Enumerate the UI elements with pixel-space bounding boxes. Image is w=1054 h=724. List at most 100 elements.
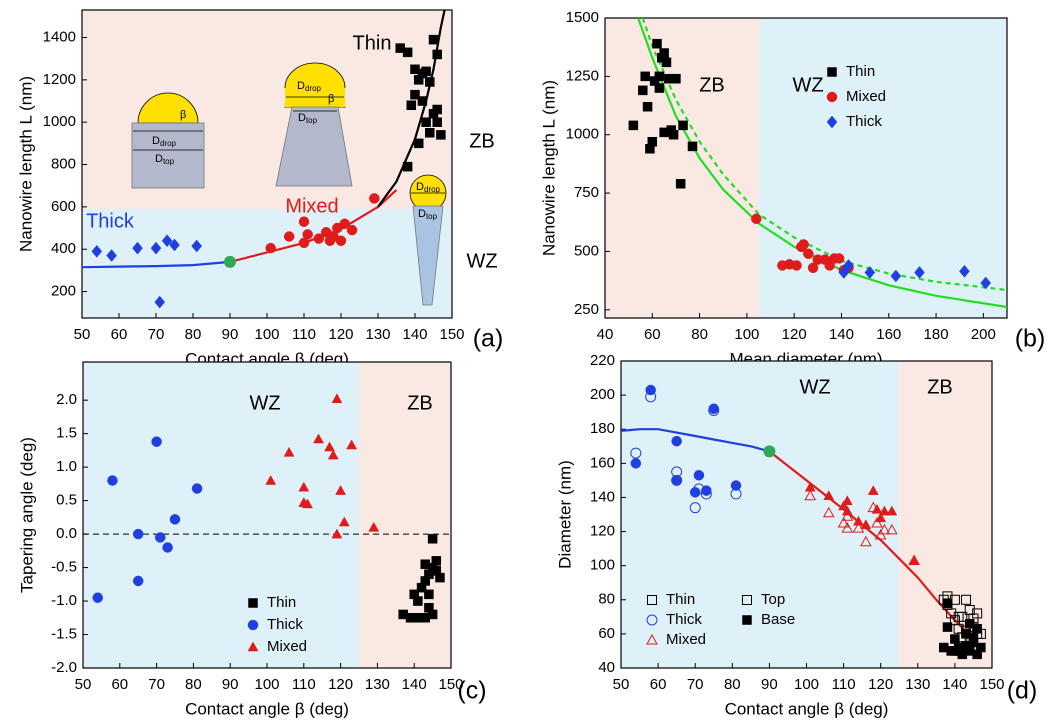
point xyxy=(642,101,653,112)
legend-marker xyxy=(826,115,838,129)
y-tick-label: 1.5 xyxy=(56,425,77,442)
point xyxy=(687,141,698,152)
point xyxy=(964,618,975,629)
droplet xyxy=(284,62,346,89)
annotation: WZ xyxy=(249,392,280,414)
legend-marker xyxy=(646,633,658,645)
legend-label: Thin xyxy=(666,591,695,608)
annotation: ZB xyxy=(927,376,953,398)
point xyxy=(833,253,845,264)
y-tick-label: 100 xyxy=(590,557,615,574)
y-tick-label: 80 xyxy=(598,591,615,608)
point xyxy=(807,262,819,274)
point xyxy=(346,439,358,450)
x-tick-label: 140 xyxy=(942,676,967,693)
legend-label: Base xyxy=(761,611,795,628)
x-tick-label: 70 xyxy=(148,676,165,693)
x-tick-label: 100 xyxy=(734,326,759,343)
point xyxy=(424,589,434,600)
legend-marker xyxy=(647,595,657,605)
point xyxy=(324,235,336,246)
point xyxy=(838,266,850,279)
point xyxy=(283,231,295,242)
point xyxy=(425,77,435,87)
panels: 50 60 70 80 90 100 110 120 130 140 150200400600800… xyxy=(16,9,1045,719)
y-tick-label: 250 xyxy=(574,301,599,318)
point xyxy=(841,522,854,533)
point xyxy=(431,556,442,566)
point xyxy=(335,235,347,246)
point xyxy=(298,237,310,249)
legend-label: Mixed xyxy=(666,631,706,648)
y-axis-label: Nanowire length L (nm) xyxy=(539,80,558,256)
point xyxy=(630,458,642,469)
region xyxy=(359,362,451,668)
y-axis-label: Tapering angle (deg) xyxy=(17,437,36,593)
y-tick-label: 200 xyxy=(51,283,76,300)
annotation: WZ xyxy=(799,376,830,398)
point xyxy=(661,57,672,68)
point xyxy=(803,248,814,260)
y-tick-label: 40 xyxy=(598,659,615,676)
y-tick-label: 1250 xyxy=(566,67,599,84)
point xyxy=(953,611,964,622)
point xyxy=(890,269,902,283)
y-tick-label: -0.5 xyxy=(51,559,77,576)
y-tick-label: 140 xyxy=(590,488,615,505)
point xyxy=(689,487,701,498)
x-tick-label: 60 xyxy=(644,326,661,343)
point xyxy=(91,244,103,258)
y-tick-label: 500 xyxy=(574,242,599,259)
point xyxy=(154,295,166,309)
point xyxy=(427,534,438,544)
point xyxy=(950,634,960,644)
x-tick-label: 100 xyxy=(794,676,819,693)
y-tick-label: 2.0 xyxy=(56,391,77,408)
x-tick-label: 40 xyxy=(597,326,614,343)
x-tick-label: 130 xyxy=(365,676,390,693)
y-tick-label: 160 xyxy=(590,454,615,471)
point xyxy=(860,535,872,547)
legend-label: Mixed xyxy=(267,638,307,655)
annotation: ZB xyxy=(699,74,725,96)
annotation: Thin xyxy=(353,32,392,54)
point xyxy=(161,234,173,248)
point xyxy=(155,532,166,543)
fit-curve xyxy=(82,260,231,269)
point xyxy=(283,446,295,457)
x-tick-label: 180 xyxy=(924,326,949,343)
point xyxy=(976,642,986,653)
point xyxy=(822,506,835,518)
legend-marker xyxy=(646,614,658,626)
annotation: Mixed xyxy=(285,195,338,217)
inset-label: Dtop xyxy=(418,208,438,221)
point xyxy=(132,575,144,587)
point xyxy=(406,100,417,111)
point xyxy=(338,516,350,527)
x-tick-label: 50 xyxy=(74,326,91,343)
legend-marker xyxy=(742,595,752,605)
point xyxy=(804,481,816,492)
x-axis-label: Contact angle β (deg) xyxy=(185,699,349,718)
point xyxy=(751,213,762,225)
x-tick-label: 150 xyxy=(439,326,464,343)
point xyxy=(424,602,434,613)
droplet xyxy=(137,92,199,124)
point xyxy=(972,624,982,634)
point xyxy=(150,241,162,255)
point xyxy=(331,393,343,404)
point xyxy=(730,480,742,491)
legend-marker xyxy=(826,91,838,103)
y-tick-label: 0.0 xyxy=(56,525,77,542)
y-tick-label: 60 xyxy=(598,625,615,642)
point xyxy=(132,528,144,540)
y-tick-label: 800 xyxy=(51,155,76,172)
point xyxy=(668,129,679,140)
point xyxy=(647,136,658,147)
x-tick-label: 150 xyxy=(438,676,463,693)
point xyxy=(678,120,688,131)
x-tick-label: 50 xyxy=(613,676,630,693)
x-tick-label: 90 xyxy=(222,676,239,693)
legend-label: Thick xyxy=(666,611,702,628)
region xyxy=(899,361,992,668)
